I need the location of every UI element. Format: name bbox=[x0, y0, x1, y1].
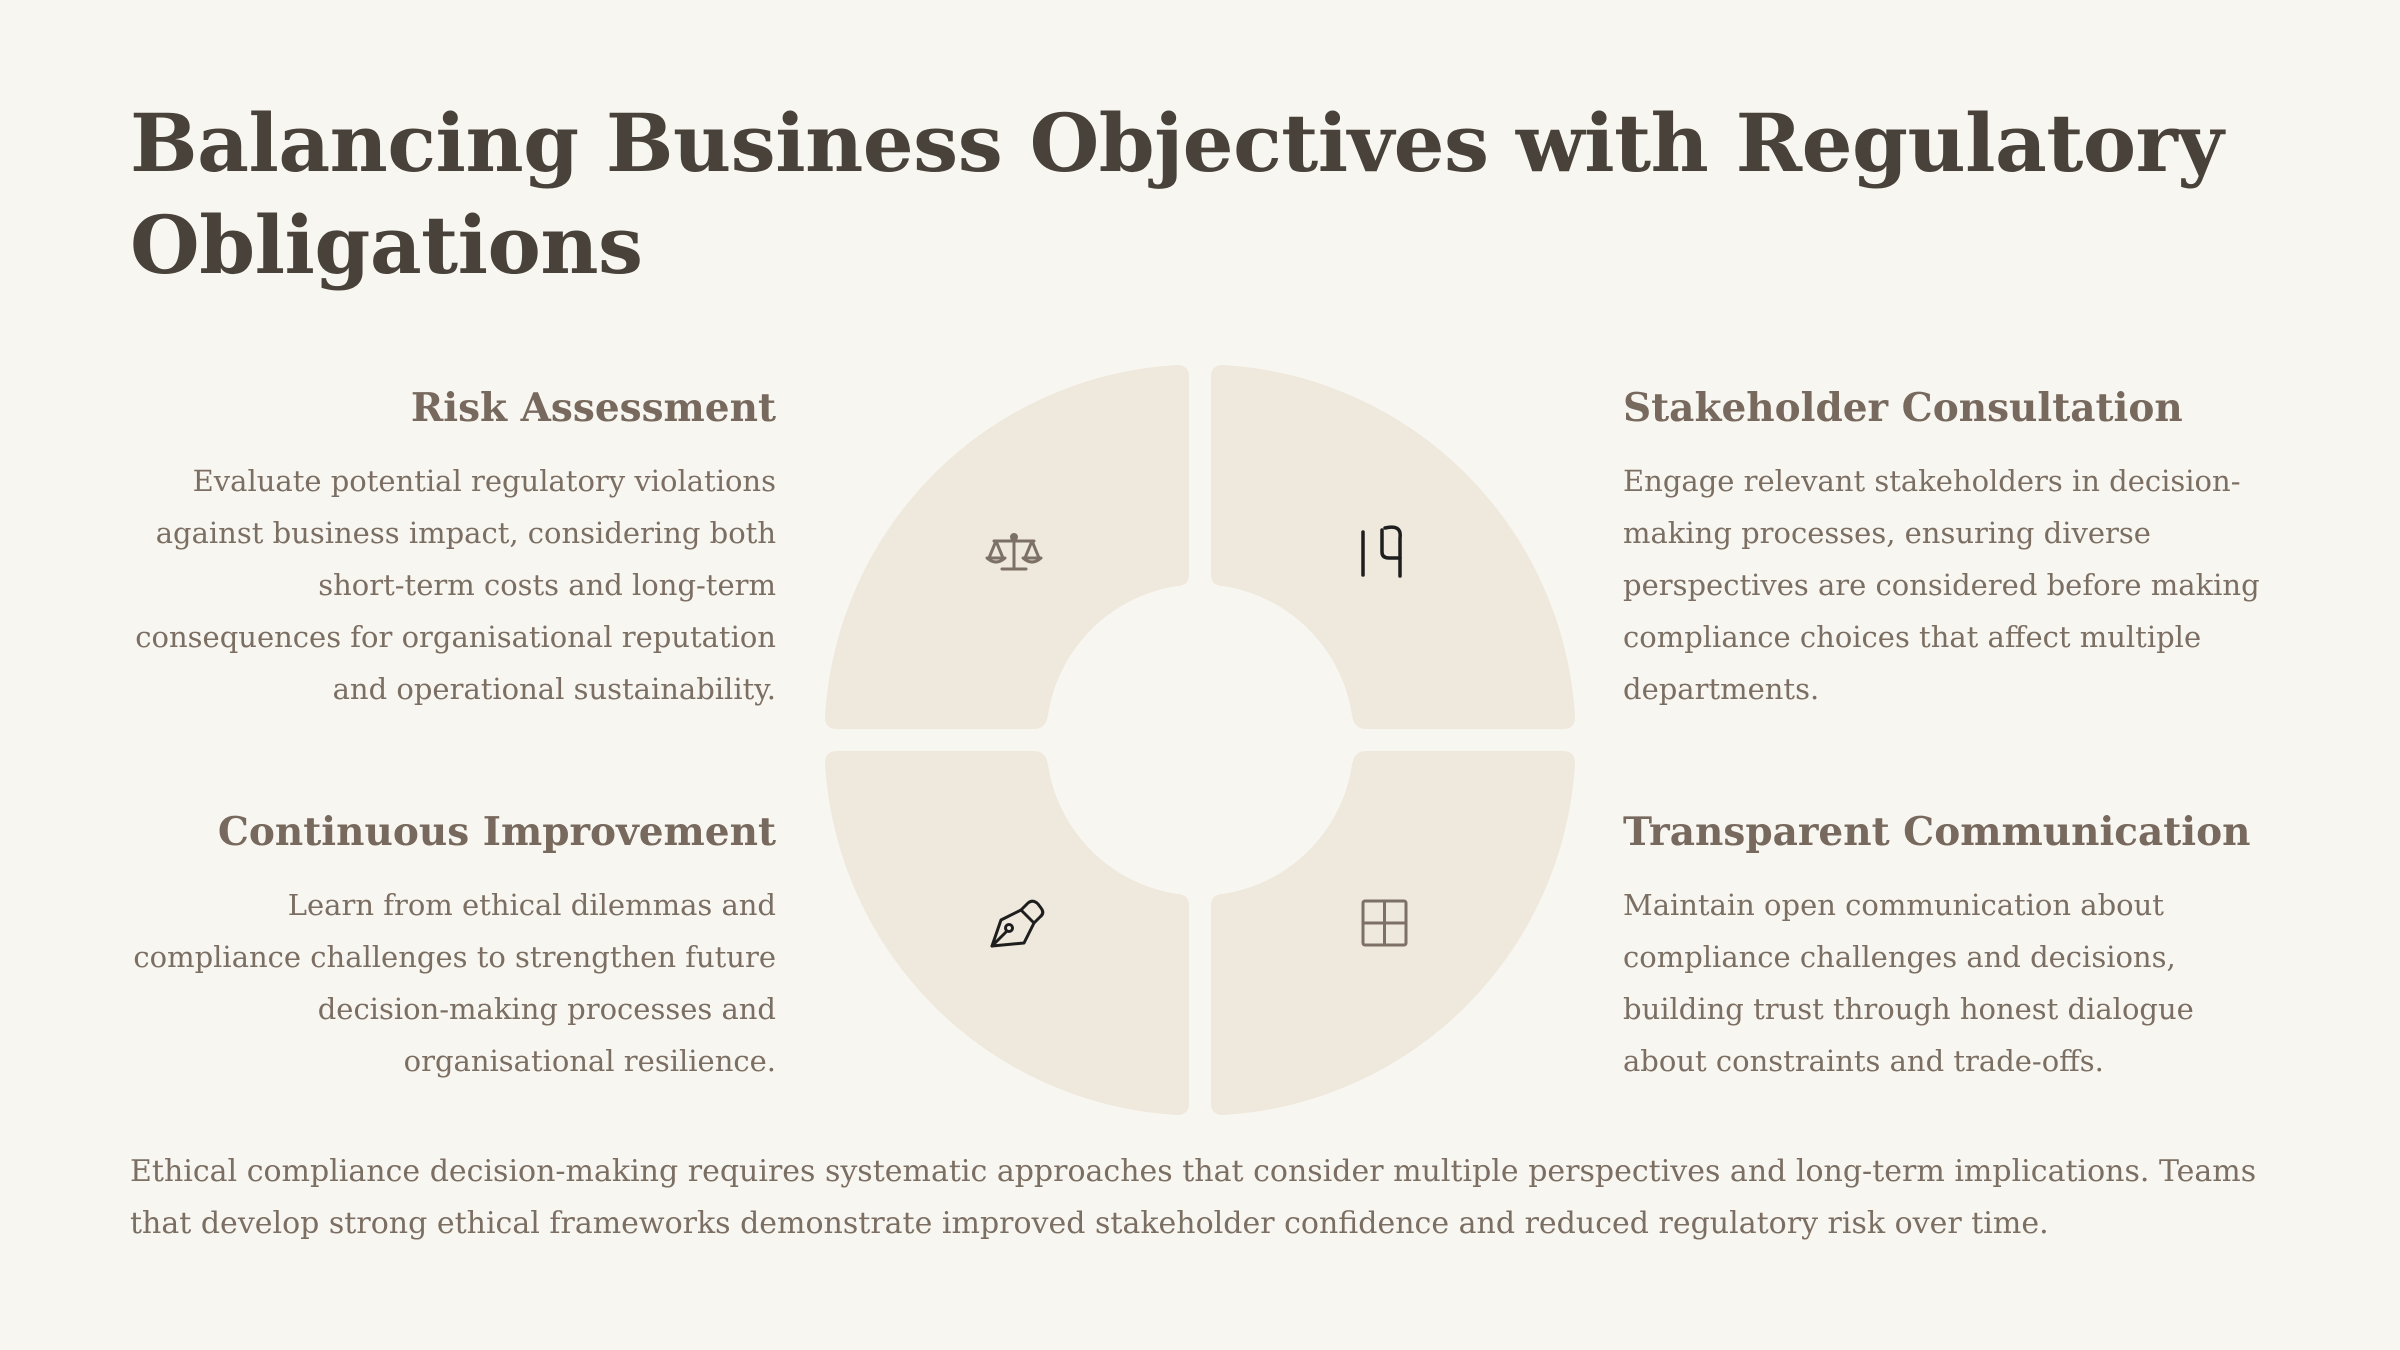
stakeholder-consultation-block: Stakeholder Consultation Engage relevant… bbox=[1623, 383, 2283, 715]
summary-footer: Ethical compliance decision-making requi… bbox=[130, 1154, 2257, 1241]
risk-assessment-heading: Risk Assessment bbox=[410, 385, 776, 431]
quadrant-segment-risk-assessment bbox=[825, 365, 1189, 729]
transparent-communication-description: Maintain open communication about compli… bbox=[1623, 888, 2194, 1078]
quadrant-ring-svg bbox=[825, 365, 1575, 1115]
risk-assessment-block: Risk Assessment Evaluate potential regul… bbox=[116, 383, 776, 715]
balance-scale-icon bbox=[985, 533, 1043, 571]
risk-assessment-description: Evaluate potential regulatory violations… bbox=[135, 464, 776, 706]
number-14-icon bbox=[1361, 525, 1402, 578]
window-grid-icon bbox=[1361, 899, 1408, 947]
continuous-improvement-block: Continuous Improvement Learn from ethica… bbox=[116, 807, 776, 1087]
continuous-improvement-heading: Continuous Improvement bbox=[217, 809, 776, 855]
transparent-communication-block: Transparent Communication Maintain open … bbox=[1623, 807, 2283, 1087]
stakeholder-consultation-heading: Stakeholder Consultation bbox=[1623, 385, 2183, 431]
quadrant-segment-stakeholder-consultation bbox=[1211, 365, 1575, 729]
transparent-communication-heading: Transparent Communication bbox=[1623, 809, 2251, 855]
continuous-improvement-description: Learn from ethical dilemmas and complian… bbox=[133, 888, 776, 1078]
stakeholder-consultation-description: Engage relevant stakeholders in decision… bbox=[1623, 464, 2260, 706]
quadrant-segment-transparent-communication bbox=[1211, 751, 1575, 1115]
quadrant-ring-diagram bbox=[820, 360, 1580, 1120]
page-title: Balancing Business Objectives with Regul… bbox=[130, 96, 2224, 292]
pen-nib-icon bbox=[990, 899, 1045, 948]
